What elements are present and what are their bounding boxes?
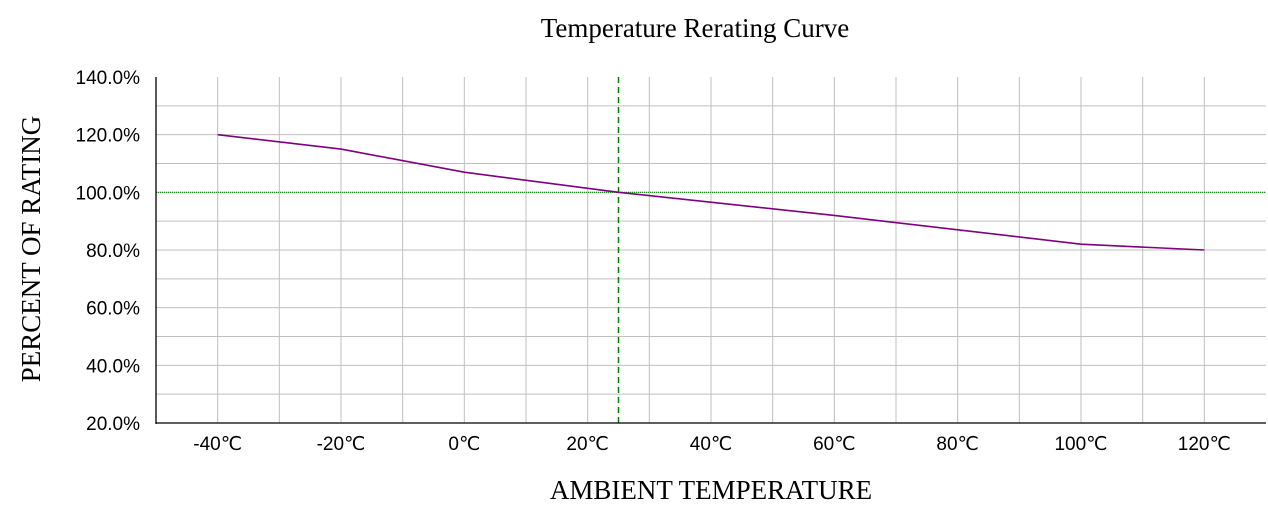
series-layer bbox=[217, 133, 1205, 251]
y-tick-label: 40.0% bbox=[86, 356, 140, 377]
series-line bbox=[217, 133, 1205, 251]
y-tick-labels: 20.0% 40.0% 60.0% 80.0% 100.0% 120.0% 140.0% bbox=[76, 68, 141, 435]
x-tick-label: 120℃ bbox=[1178, 434, 1231, 455]
x-axis-label: AMBIENT TEMPERATURE bbox=[550, 475, 872, 505]
y-tick-label: 120.0% bbox=[76, 126, 141, 147]
y-axis-label: PERCENT OF RATING bbox=[16, 116, 46, 383]
x-tick-label: -20℃ bbox=[317, 434, 366, 455]
reference-lines bbox=[156, 77, 1266, 423]
x-tick-labels: -40℃ -20℃ 0℃ 20℃ 40℃ 60℃ 80℃ 100℃ 120℃ bbox=[193, 434, 1231, 455]
x-tick-label: 40℃ bbox=[690, 434, 732, 455]
y-tick-label: 60.0% bbox=[86, 299, 140, 320]
x-tick-label: 60℃ bbox=[813, 434, 855, 455]
grid bbox=[156, 77, 1266, 423]
x-tick-label: 20℃ bbox=[566, 434, 608, 455]
chart-title: Temperature Rerating Curve bbox=[541, 13, 849, 43]
y-tick-label: 80.0% bbox=[86, 241, 140, 262]
x-tick-label: 0℃ bbox=[448, 434, 480, 455]
y-tick-label: 20.0% bbox=[86, 414, 140, 435]
x-tick-label: 80℃ bbox=[936, 434, 978, 455]
x-tick-label: 100℃ bbox=[1054, 434, 1107, 455]
axes bbox=[155, 77, 1266, 424]
y-tick-label: 100.0% bbox=[76, 183, 141, 204]
y-tick-label: 140.0% bbox=[76, 68, 141, 89]
x-tick-label: -40℃ bbox=[193, 434, 242, 455]
